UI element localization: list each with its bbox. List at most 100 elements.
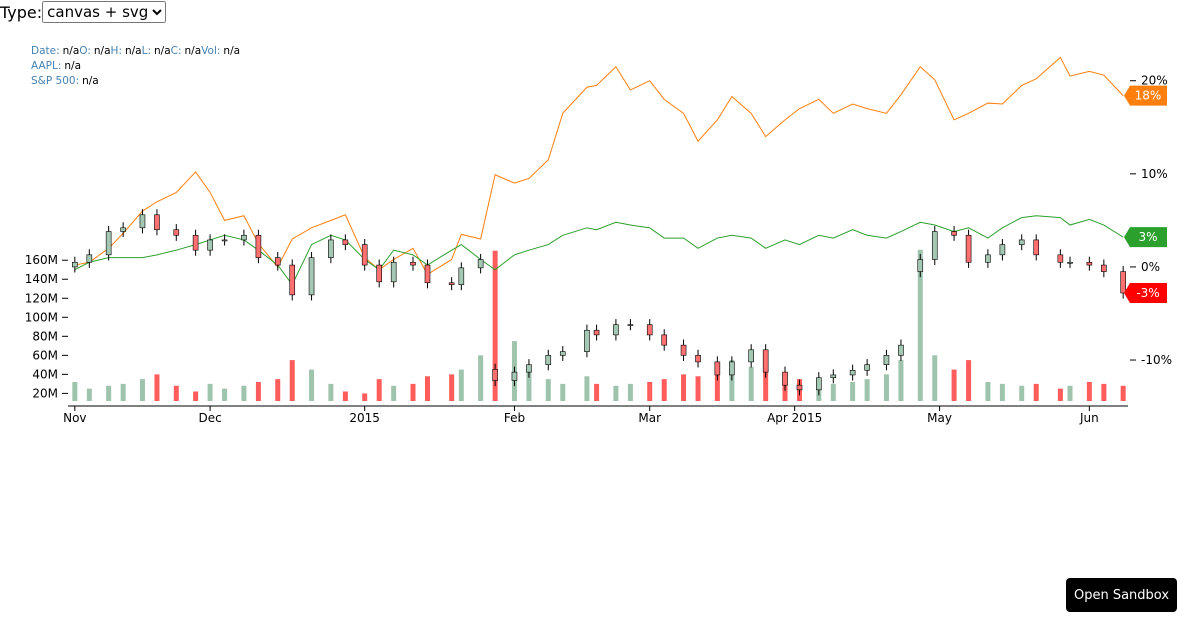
sandbox-button[interactable]: Open Sandbox xyxy=(1066,578,1177,612)
volume-tick-label: 20M xyxy=(32,386,58,400)
x-tick-label: Nov xyxy=(63,411,86,425)
candle-body xyxy=(410,261,416,266)
volume-bar xyxy=(999,383,1005,401)
candle-body xyxy=(816,377,822,391)
compare-line xyxy=(74,56,1124,276)
volume-bar xyxy=(173,385,179,401)
volume-bar xyxy=(1057,388,1063,401)
percent-tick-label: 0% xyxy=(1141,260,1160,274)
x-tick-label: Feb xyxy=(504,411,525,425)
type-select[interactable]: canvas + svg xyxy=(42,1,167,23)
candle-body xyxy=(999,244,1006,256)
volume-bar xyxy=(328,383,334,401)
candle-body xyxy=(796,384,803,391)
last-value-label: 3% xyxy=(1138,230,1157,244)
candle-body xyxy=(748,349,754,363)
percent-tick-label: 10% xyxy=(1141,167,1168,181)
candle-body xyxy=(931,231,938,260)
candle-body xyxy=(917,259,924,272)
x-tick-label: Apr 2015 xyxy=(767,411,822,425)
candle-body xyxy=(1120,271,1126,294)
candle-body xyxy=(584,329,590,352)
candle-body xyxy=(985,254,991,263)
last-value-tag xyxy=(1124,283,1167,303)
tooltip-value: n/a xyxy=(154,45,171,57)
candle-body xyxy=(1033,239,1040,256)
tooltip-value: n/a xyxy=(185,45,202,57)
tooltip-value: n/a xyxy=(223,45,240,57)
volume-bar xyxy=(714,369,720,401)
volume-bar xyxy=(647,381,653,401)
last-value-label: 18% xyxy=(1135,89,1162,103)
candle-body xyxy=(173,229,180,236)
volume-bar xyxy=(627,383,633,401)
candle-body xyxy=(661,334,668,346)
candle-body xyxy=(729,361,735,376)
last-value-label: -3% xyxy=(1136,286,1159,300)
candle-body xyxy=(965,234,972,263)
chart: Date: n/aO: n/aH: n/aL: n/aC: n/aVol: n/aAAPL:… xyxy=(25,45,1172,425)
candle-body xyxy=(390,261,397,283)
volume-bar xyxy=(309,369,315,401)
volume-bar xyxy=(1019,385,1025,401)
x-tick-label: Dec xyxy=(198,411,221,425)
tooltip-value: n/a xyxy=(94,45,111,57)
candle-body xyxy=(1067,261,1073,264)
volume-bar xyxy=(458,369,464,401)
tooltip-label: Vol: xyxy=(201,45,220,57)
candle-body xyxy=(342,239,349,245)
x-tick-label: Mar xyxy=(638,411,661,425)
volume-bar xyxy=(1086,381,1092,401)
candle-body xyxy=(1101,264,1107,272)
tooltip-value: n/a xyxy=(64,60,81,72)
candle-body xyxy=(241,234,247,241)
candle-body xyxy=(830,374,837,379)
volume-tick-label: 120M xyxy=(25,291,58,305)
x-tick-label: Jun xyxy=(1079,411,1099,425)
volume-bar xyxy=(1120,385,1126,401)
candle-body xyxy=(714,361,721,376)
volume-bar xyxy=(729,360,735,401)
candle-body xyxy=(192,234,199,251)
candle-body xyxy=(424,264,431,284)
volume-bar xyxy=(966,360,972,401)
candle-body xyxy=(545,355,552,365)
candle-body xyxy=(376,264,382,283)
tooltip-label: H: xyxy=(111,45,122,57)
candle-body xyxy=(864,364,870,371)
candle-body xyxy=(328,239,334,258)
volume-bar xyxy=(883,374,889,401)
volume-bar xyxy=(154,374,160,401)
volume-tick-label: 40M xyxy=(32,367,58,381)
candle-body xyxy=(782,371,788,386)
volume-bar xyxy=(449,374,455,401)
series-tooltip: AAPL: n/a xyxy=(31,60,81,72)
volume-bar xyxy=(613,385,619,401)
percent-tick-label: -10% xyxy=(1141,353,1172,367)
volume-bar xyxy=(391,385,397,401)
candle-body xyxy=(492,369,498,381)
volume-bar xyxy=(681,374,687,401)
tooltip-value: n/a xyxy=(82,75,99,87)
volume-bar xyxy=(193,391,199,401)
candle-body xyxy=(762,349,769,373)
volume-bar xyxy=(376,379,382,401)
volume-bar xyxy=(410,383,416,401)
volume-tick-label: 160M xyxy=(25,253,58,267)
candle-body xyxy=(559,351,566,356)
candle-body xyxy=(951,231,957,236)
candle-body xyxy=(526,364,532,373)
volume-bar xyxy=(594,383,600,401)
candle-body xyxy=(1018,239,1025,245)
type-control: Type: canvas + svg xyxy=(0,1,167,23)
candle-body xyxy=(139,214,146,229)
volume-bar xyxy=(120,383,126,401)
candle-body xyxy=(898,344,904,356)
volume-bar xyxy=(584,376,590,401)
volume-bar xyxy=(424,376,430,401)
volume-bar xyxy=(985,381,991,401)
candle-body xyxy=(680,344,687,356)
volume-bar xyxy=(932,355,938,401)
candle-body xyxy=(458,267,465,285)
